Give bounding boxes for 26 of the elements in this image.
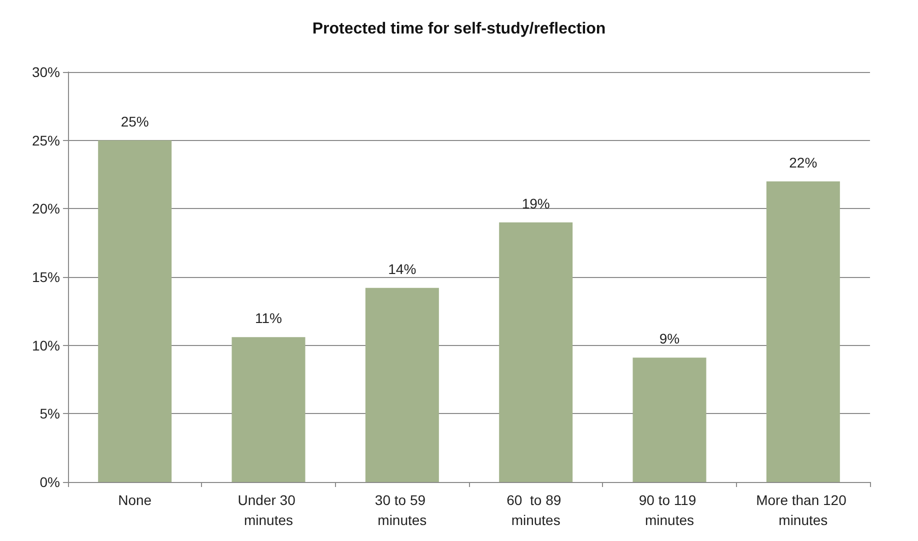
y-tick-label: 5% xyxy=(40,406,60,422)
y-tick-label: 0% xyxy=(40,474,60,490)
y-tick-label: 15% xyxy=(32,269,60,285)
bar xyxy=(766,181,840,482)
y-tick-label: 30% xyxy=(32,64,60,80)
data-label: 9% xyxy=(659,330,680,347)
y-tick-label: 20% xyxy=(32,200,60,217)
data-label: 22% xyxy=(789,154,818,170)
x-tick-label: Under 30 minutes xyxy=(238,492,300,528)
data-label: 19% xyxy=(522,195,550,212)
y-tick-label: 10% xyxy=(32,337,60,354)
x-tick-label: None xyxy=(118,492,152,508)
data-label: 25% xyxy=(120,113,149,130)
x-tick-label: More than 120 minutes xyxy=(756,492,850,528)
bar xyxy=(98,140,172,482)
x-tick-label: 30 to 59 minutes xyxy=(374,492,430,528)
data-label: 14% xyxy=(388,260,416,277)
chart-title: Protected time for self-study/reflection xyxy=(312,20,606,38)
x-tick-label: 60 to 89 minutes xyxy=(506,492,566,528)
bar xyxy=(499,222,573,482)
data-label: 11% xyxy=(255,310,282,326)
bar xyxy=(632,358,706,482)
y-tick-label: 25% xyxy=(32,132,60,148)
x-tick-label: 90 to 119 minutes xyxy=(638,492,700,528)
bar xyxy=(365,288,439,482)
bar xyxy=(232,337,306,482)
